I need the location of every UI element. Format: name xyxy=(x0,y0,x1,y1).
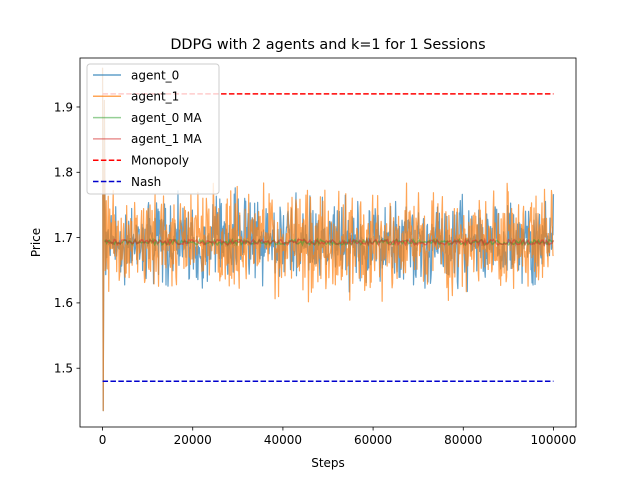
y-tick-label: 1.8 xyxy=(54,166,73,180)
legend-label: agent_1 xyxy=(131,90,179,104)
x-tick-label: 0 xyxy=(99,433,107,447)
legend-label: Monopoly xyxy=(131,154,189,168)
y-tick-label: 1.9 xyxy=(54,100,73,114)
series-line-agent_1 xyxy=(101,67,554,412)
y-tick-label: 1.6 xyxy=(54,296,73,310)
y-axis-label: Price xyxy=(29,228,43,257)
legend-label: agent_0 xyxy=(131,68,179,82)
x-axis-label: Steps xyxy=(311,456,345,470)
x-axis: 0 20000 40000 60000 80000 100000 xyxy=(99,427,577,447)
x-tick-label: 60000 xyxy=(354,433,392,447)
x-tick-label: 80000 xyxy=(444,433,482,447)
y-axis: 1.5 1.6 1.7 1.8 1.9 xyxy=(54,100,80,376)
y-tick-label: 1.7 xyxy=(54,231,73,245)
legend: agent_0 agent_1 agent_0 MA agent_1 MA Monopo… xyxy=(86,63,220,195)
x-tick-label: 20000 xyxy=(174,433,212,447)
x-tick-label: 100000 xyxy=(531,433,577,447)
legend-label: Nash xyxy=(131,175,161,189)
legend-label: agent_0 MA xyxy=(131,111,202,125)
y-tick-label: 1.5 xyxy=(54,362,73,376)
legend-label: agent_1 MA xyxy=(131,132,202,146)
series-line-agent_1-ma xyxy=(104,237,555,247)
axes-frame xyxy=(79,57,577,428)
chart-title: DDPG with 2 agents and k=1 for 1 Session… xyxy=(170,37,485,53)
x-tick-label: 40000 xyxy=(264,433,302,447)
